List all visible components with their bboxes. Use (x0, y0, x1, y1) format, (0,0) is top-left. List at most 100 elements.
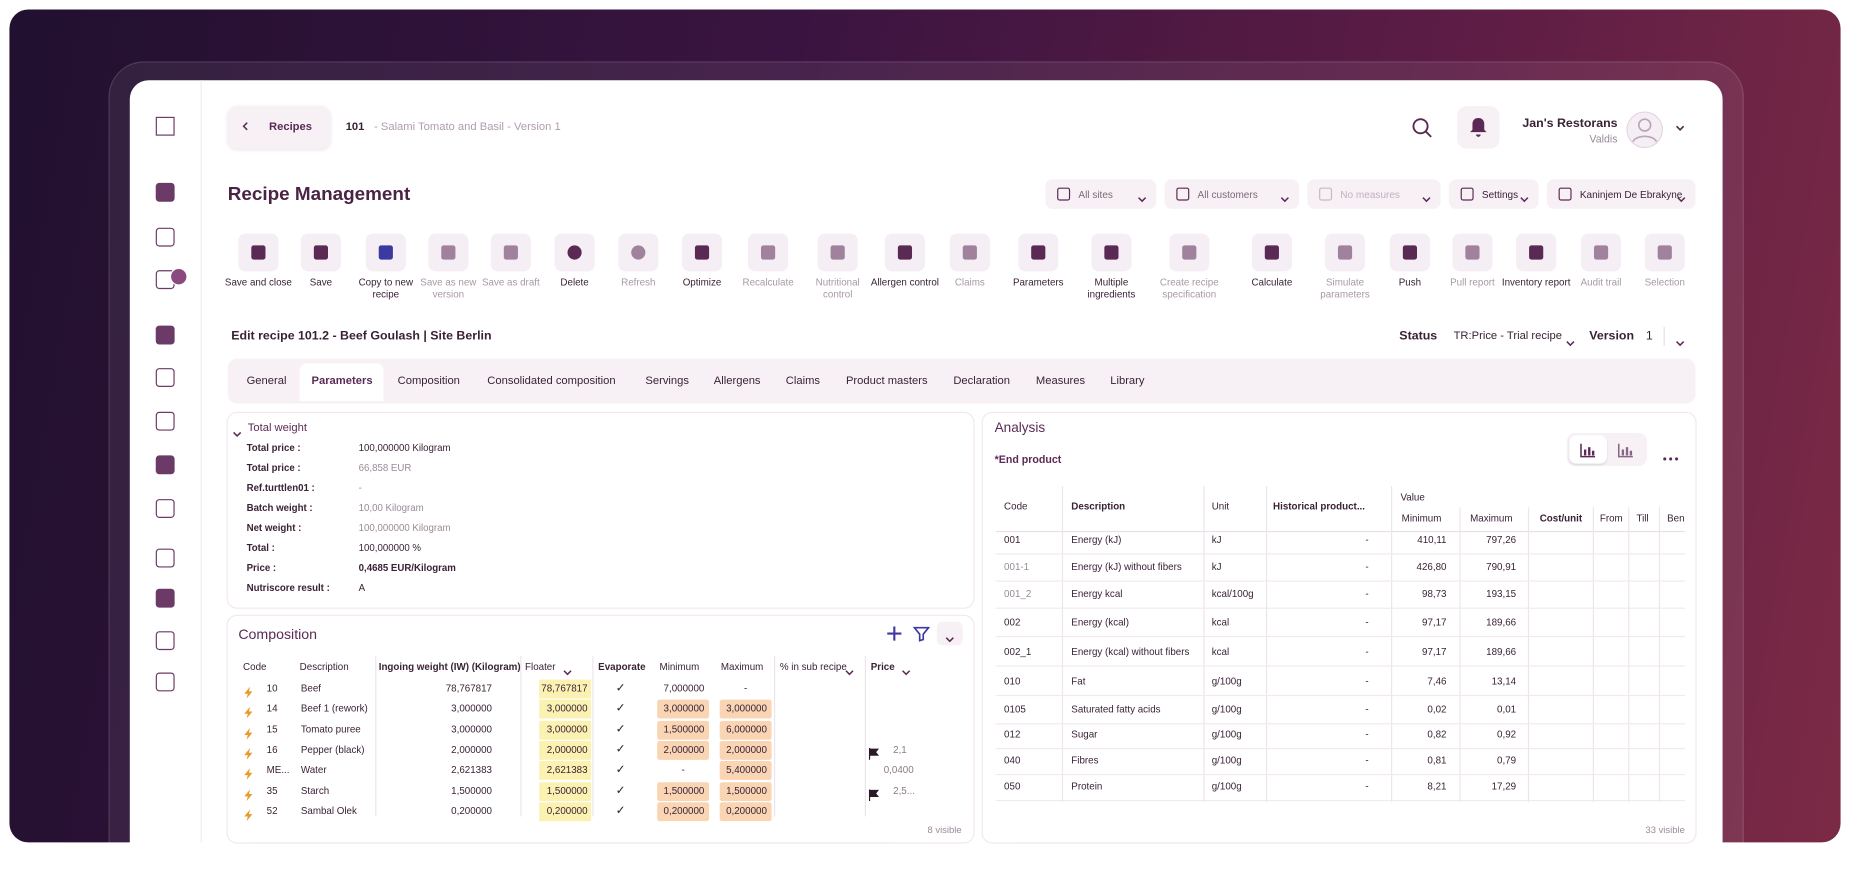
more-menu[interactable] (1662, 446, 1679, 461)
toolbar-label[interactable]: Allergen control (870, 276, 939, 288)
chart-icon[interactable] (1617, 442, 1633, 458)
filter-icon (1558, 187, 1572, 201)
status-value[interactable]: TR:Price - Trial recipe (1453, 329, 1562, 343)
column-header[interactable]: Ingoing weight (IW) (Kilogram) (378, 660, 521, 672)
filter-label[interactable]: Kaninjem De Ebrakyne (1579, 188, 1683, 200)
tab[interactable]: Servings (645, 373, 689, 387)
cell-description: Energy (kJ) without fibers (1071, 560, 1182, 573)
back-label[interactable]: Recipes (269, 120, 312, 134)
sidebar-icon[interactable] (155, 588, 175, 608)
toolbar-label[interactable]: Copy to new recipe (358, 276, 414, 300)
column-header[interactable]: Maximum (720, 660, 764, 672)
tab[interactable]: Composition (397, 373, 460, 387)
column-header[interactable]: Cost/unit (1539, 511, 1583, 524)
toolbar-label[interactable]: Optimize (682, 276, 722, 288)
floater-highlight (539, 700, 592, 719)
column-header[interactable]: Ben (1667, 511, 1685, 524)
limit-highlight (719, 781, 772, 801)
column-header[interactable]: Code (1004, 500, 1028, 513)
filter-label[interactable]: No measures (1340, 188, 1400, 200)
toolbar-label[interactable]: Push (1398, 276, 1422, 288)
sidebar-icon[interactable] (155, 182, 175, 202)
cell-weight: 3,000000 (451, 722, 492, 735)
filter-dropdown[interactable] (1307, 179, 1441, 209)
toolbar-label[interactable]: Save as new version (420, 276, 477, 300)
toolbar-label[interactable]: Create recipe specification (1159, 276, 1219, 300)
toolbar-label[interactable]: Delete (560, 276, 589, 288)
column-header[interactable]: Historical product... (1273, 500, 1365, 513)
filter-icon[interactable] (912, 625, 931, 642)
toolbar-label[interactable]: Save (309, 276, 333, 288)
column-header[interactable]: % in sub recipe (779, 660, 847, 672)
avatar[interactable] (1626, 111, 1664, 149)
sidebar-icon[interactable] (155, 548, 175, 568)
tab[interactable]: Measures (1035, 373, 1086, 387)
toolbar-label[interactable]: Refresh (621, 276, 656, 288)
sidebar-icon[interactable] (155, 411, 175, 431)
sidebar-icon[interactable] (155, 499, 175, 518)
sidebar-icon[interactable] (155, 455, 175, 475)
cell-maximum: 189,66 (1486, 615, 1517, 628)
sidebar-icon[interactable] (155, 631, 175, 651)
group-title[interactable]: Total weight (247, 421, 307, 435)
recipe-id: 101 (345, 120, 365, 134)
toolbar-label[interactable]: Selection (1644, 276, 1685, 288)
tab-active[interactable]: Parameters (311, 373, 373, 387)
toolbar-label[interactable]: Parameters (1012, 276, 1064, 288)
column-header[interactable]: From (1599, 511, 1623, 524)
tab[interactable]: Claims (785, 373, 821, 387)
add-icon[interactable] (886, 625, 903, 642)
toolbar-label[interactable]: Inventory report (1501, 276, 1571, 288)
cell-historical: - (1365, 703, 1369, 716)
filter-label[interactable]: Settings (1481, 188, 1519, 200)
toolbar-label[interactable]: Multiple ingredients (1087, 276, 1136, 300)
tab[interactable]: Library (1110, 373, 1145, 387)
tab[interactable]: General (246, 373, 287, 387)
toolbar-label[interactable]: Simulate parameters (1320, 276, 1370, 300)
column-header[interactable]: Description (299, 660, 349, 672)
cell-unit: kcal/100g (1211, 587, 1254, 600)
toolbar-label[interactable]: Save as draft (482, 276, 540, 288)
row-divider (995, 580, 1685, 582)
toolbar-label[interactable]: Pull report (1450, 276, 1495, 288)
sidebar-icon[interactable] (155, 672, 175, 692)
toolbar-label[interactable]: Save and close (224, 276, 292, 288)
column-header[interactable]: Price (870, 660, 895, 672)
column-header[interactable]: Unit (1211, 500, 1230, 513)
sidebar-icon[interactable] (155, 368, 175, 387)
chart-icon[interactable] (1580, 442, 1596, 458)
search-icon[interactable] (1411, 117, 1435, 141)
column-header[interactable]: Minimum (1401, 511, 1442, 524)
tab[interactable]: Consolidated composition (487, 373, 616, 387)
toolbar-label[interactable]: Claims (954, 276, 985, 288)
tab[interactable]: Product masters (845, 373, 928, 387)
filter-dropdown[interactable] (1164, 179, 1300, 209)
cell-description: Fibres (1071, 753, 1099, 766)
column-header[interactable]: Till (1636, 511, 1649, 524)
column-header[interactable]: Description (1071, 500, 1126, 513)
filter-label[interactable]: All sites (1078, 188, 1113, 200)
cell-minimum: 410,11 (1417, 533, 1447, 546)
column-header[interactable]: Code (243, 660, 267, 672)
toolbar-label[interactable]: Nutritional control (815, 276, 860, 300)
toolbar-label[interactable]: Recalculate (742, 276, 794, 288)
filter-dropdown[interactable] (1448, 179, 1539, 209)
user-menu-chevron[interactable] (1674, 123, 1686, 135)
cell-minimum: 7,46 (1427, 674, 1447, 687)
more-button[interactable] (936, 621, 963, 646)
tab[interactable]: Declaration (953, 373, 1011, 387)
column-header[interactable]: Maximum (1470, 511, 1513, 524)
sidebar-icon[interactable] (155, 325, 175, 345)
filter-dropdown[interactable] (1045, 179, 1157, 209)
filter-label[interactable]: All customers (1197, 188, 1258, 200)
toolbar-label[interactable]: Audit trail (1580, 276, 1622, 288)
cell-evaporate: ✓ (615, 722, 626, 736)
sidebar-icon[interactable] (155, 227, 175, 247)
filter-dropdown[interactable] (1546, 179, 1696, 209)
column-header[interactable]: Floater (525, 660, 556, 672)
sidebar-icon[interactable] (155, 116, 175, 136)
tab[interactable]: Allergens (713, 373, 761, 387)
toolbar-label[interactable]: Calculate (1251, 276, 1293, 288)
column-header[interactable]: Minimum (659, 660, 700, 672)
column-header[interactable]: Evaporate (598, 660, 646, 672)
